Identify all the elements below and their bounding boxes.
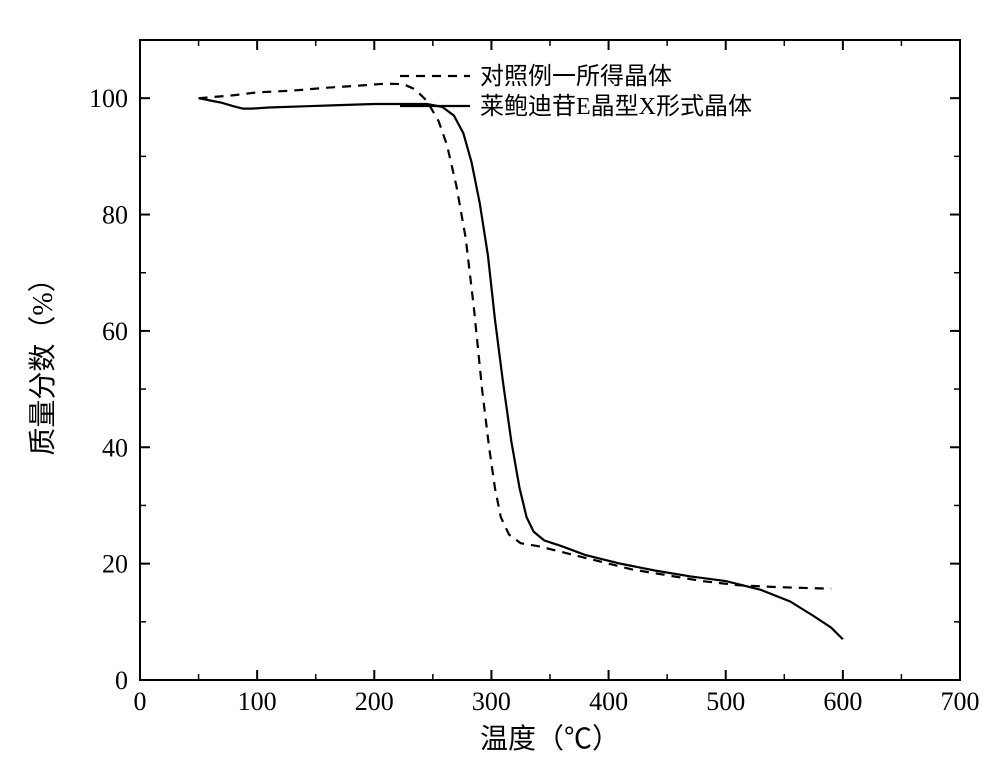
- svg-text:温度（℃）: 温度（℃）: [480, 723, 620, 755]
- svg-text:700: 700: [941, 687, 980, 716]
- svg-text:80: 80: [102, 201, 128, 230]
- svg-text:100: 100: [89, 84, 128, 113]
- svg-text:300: 300: [472, 687, 511, 716]
- svg-text:60: 60: [102, 317, 128, 346]
- svg-text:质量分数（%）: 质量分数（%）: [27, 264, 59, 455]
- svg-text:莱鲍迪苷E晶型X形式晶体: 莱鲍迪苷E晶型X形式晶体: [480, 93, 752, 120]
- svg-text:40: 40: [102, 433, 128, 462]
- svg-text:500: 500: [706, 687, 745, 716]
- svg-text:200: 200: [355, 687, 394, 716]
- svg-text:0: 0: [134, 687, 147, 716]
- svg-text:400: 400: [589, 687, 628, 716]
- svg-text:20: 20: [102, 550, 128, 579]
- svg-text:0: 0: [115, 666, 128, 695]
- svg-text:600: 600: [823, 687, 862, 716]
- chart-svg: 0 100 200 300 400 500 600 700 0 20 40 60 80 100 温度（℃） 质…: [0, 0, 1000, 765]
- tga-chart: 0 100 200 300 400 500 600 700 0 20 40 60 80 100 温度（℃） 质…: [0, 0, 1000, 765]
- svg-text:对照例一所得晶体: 对照例一所得晶体: [480, 63, 672, 90]
- svg-text:100: 100: [238, 687, 277, 716]
